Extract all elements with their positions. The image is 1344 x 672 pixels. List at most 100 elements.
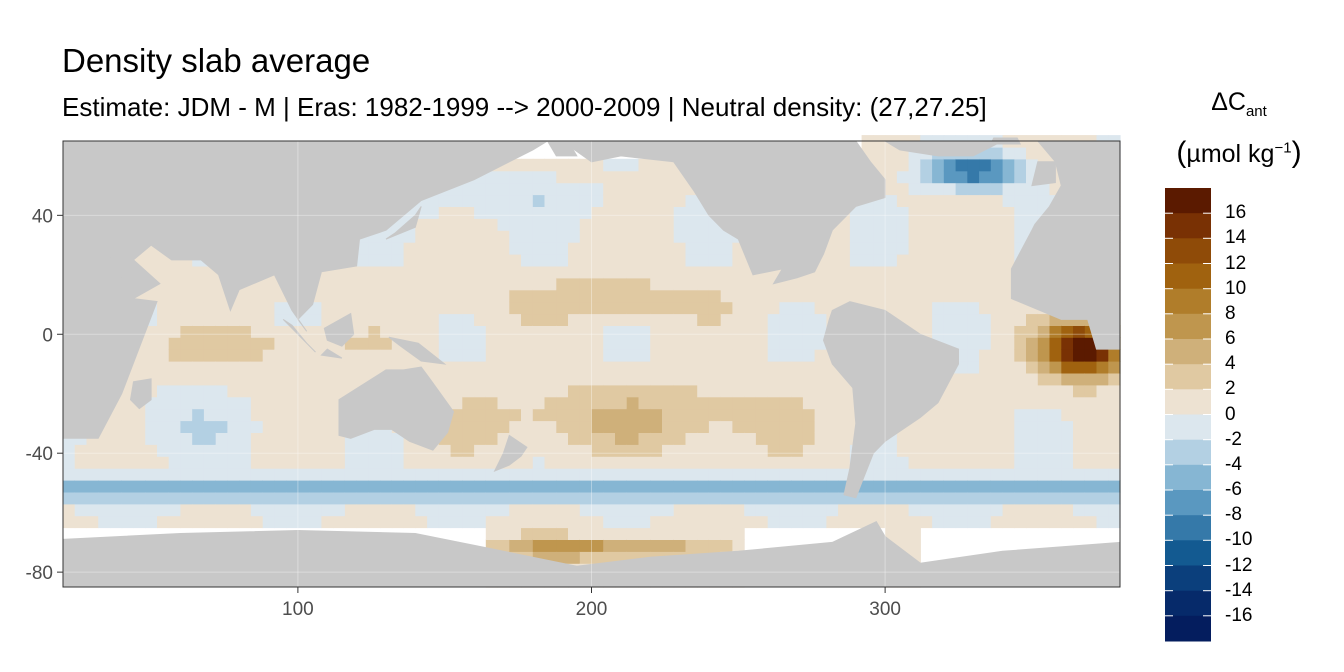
heatmap-cell [309,325,322,338]
heatmap-cell [885,146,898,160]
heatmap-cell [685,265,698,279]
heatmap-cell [568,480,581,493]
heatmap-cell [239,289,252,303]
heatmap-cell [920,468,933,481]
heatmap-cell [873,503,886,517]
heatmap-cell [967,194,980,207]
heatmap-cell [1026,325,1039,338]
heatmap-cell [885,158,898,172]
heatmap-cell [673,539,686,552]
heatmap-cell [157,325,170,338]
heatmap-cell [1108,384,1121,398]
heatmap-cell [521,372,534,386]
heatmap-cell [955,372,968,386]
heatmap-cell [556,218,569,231]
heatmap-cell [145,444,158,457]
heatmap-cell [708,337,722,350]
heatmap-cell [932,325,945,338]
heatmap-cell [885,289,898,303]
heatmap-cell [556,444,569,457]
heatmap-cell [591,289,604,303]
heatmap-cell [861,206,874,219]
heatmap-cell [485,491,499,505]
heatmap-cell [250,361,264,374]
heatmap-cell [662,468,675,481]
heatmap-cell [896,432,910,445]
heatmap-cell [509,408,522,422]
heatmap-cell [1037,372,1051,386]
heatmap-cell [744,408,757,422]
heatmap-cell [356,515,369,529]
heatmap-cell [427,254,440,267]
heatmap-cell [932,218,945,231]
heatmap-cell [556,254,569,267]
heatmap-cell [474,503,487,517]
heatmap-cell [673,265,686,279]
heatmap-cell [1014,503,1027,517]
heatmap-cell [427,301,440,315]
heatmap-cell [767,456,780,469]
heatmap-cell [943,242,957,255]
heatmap-cell [896,491,910,505]
heatmap-cell [368,337,381,350]
heatmap-cell [708,361,722,374]
heatmap-cell [121,444,134,457]
heatmap-cell [110,480,123,493]
heatmap-cell [1061,503,1074,517]
heatmap-cell [497,254,510,267]
heatmap-cell [967,313,980,326]
heatmap-cell [967,361,980,374]
heatmap-cell [990,182,1004,196]
heatmap-cell [403,456,416,469]
heatmap-cell [356,456,369,469]
heatmap-cell [685,289,698,303]
heatmap-cell [274,444,287,457]
heatmap-cell [145,337,158,350]
heatmap-cell [180,349,193,362]
heatmap-cell [662,265,675,279]
heatmap-cell [274,337,287,350]
heatmap-cell [63,444,76,457]
heatmap-cell [802,444,816,457]
heatmap-cell [720,361,733,374]
heatmap-cell [603,503,616,517]
heatmap-cell [615,301,628,315]
heatmap-cell [662,349,675,362]
heatmap-cell [826,254,839,267]
heatmap-cell [544,194,557,207]
heatmap-cell [427,289,440,303]
heatmap-cell [755,456,769,469]
land-mass [129,378,152,410]
heatmap-cell [286,515,299,529]
heatmap-cell [297,408,311,422]
heatmap-cell [497,265,510,279]
heatmap-cell [708,289,722,303]
heatmap-cell [650,468,663,481]
legend-swatch [1165,213,1211,239]
heatmap-cell [203,277,217,291]
heatmap-cell [321,432,334,445]
heatmap-cell [63,456,76,469]
heatmap-cell [697,301,710,315]
heatmap-cell [697,265,710,279]
heatmap-cell [708,242,722,255]
heatmap-cell [662,277,675,291]
heatmap-cell [192,361,205,374]
heatmap-cell [474,254,487,267]
heatmap-cell [168,432,181,445]
heatmap-cell [579,254,593,267]
heatmap-cell [521,254,534,267]
heatmap-cell [579,325,593,338]
heatmap-cell [250,289,264,303]
heatmap-cell [297,372,311,386]
heatmap-cell [650,218,663,231]
heatmap-cell [133,432,146,445]
heatmap-cell [438,325,452,338]
heatmap-cell [579,218,593,231]
heatmap-cell [110,491,123,505]
heatmap-cell [145,254,158,267]
heatmap-cell [626,503,639,517]
heatmap-cell [732,301,745,315]
x-tick-label: 100 [282,599,314,620]
heatmap-cell [673,301,686,315]
